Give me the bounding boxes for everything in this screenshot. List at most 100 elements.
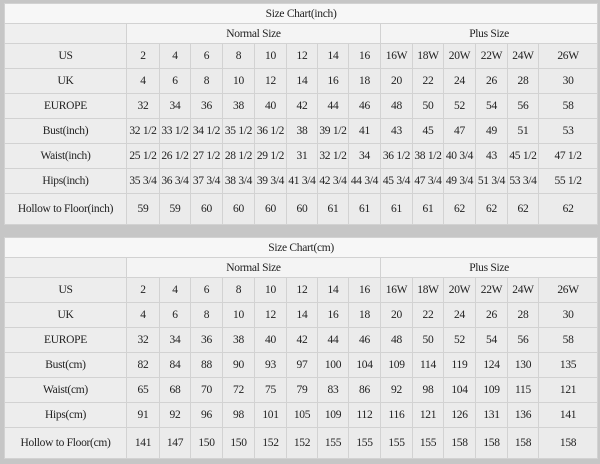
table-cell: 36 1/2: [254, 118, 287, 144]
table-cell: 28: [507, 302, 539, 328]
table-cell: 158: [443, 427, 476, 459]
title-row: Size Chart(inch): [3, 3, 599, 24]
table-cell: 62: [507, 193, 539, 225]
table-cell: 6: [159, 302, 191, 328]
table-cell: 33 1/2: [159, 118, 191, 144]
table-cell: 100: [317, 352, 349, 378]
table-cell: 38 1/2: [412, 143, 444, 169]
table-cell: 24: [443, 302, 476, 328]
table-cell: 14: [317, 43, 349, 69]
table-cell: 47 1/2: [537, 143, 599, 169]
table-cell: 2: [126, 43, 160, 69]
table-cell: 35 1/2: [222, 118, 255, 144]
title-row: Size Chart(cm): [3, 237, 599, 258]
table-cell: 34 1/2: [190, 118, 223, 144]
table-row: Bust(cm) 82 84 88 90 93 97 100 104 109 114 119 124 13…: [4, 352, 599, 378]
table-cell: 27 1/2: [190, 143, 223, 169]
table-cell: 61: [348, 193, 381, 225]
table-cell: 46: [348, 93, 381, 119]
table-cell: 90: [222, 352, 255, 378]
table-cell: 96: [190, 402, 223, 428]
group-plus-size: Plus Size: [379, 257, 599, 278]
row-label: Hips(inch): [4, 168, 127, 194]
table-cell: 38 3/4: [222, 168, 255, 194]
table-cell: 60: [190, 193, 223, 225]
table-row: Waist(cm) 65 68 70 72 75 79 83 86 92 98 104 109 115 12…: [4, 377, 599, 403]
table-cell: 29 1/2: [254, 143, 287, 169]
table-cell: 8: [222, 277, 255, 303]
table-cell: 20W: [443, 277, 476, 303]
size-chart-cm-table: Size Chart(cm) Normal Size Plus Size US 2 4 6 8…: [3, 237, 599, 459]
table-cell: 41 3/4: [286, 168, 318, 194]
table-cell: 98: [412, 377, 444, 403]
table-cell: 26: [475, 302, 508, 328]
table-cell: 51 3/4: [475, 168, 508, 194]
table-cell: 92: [159, 402, 191, 428]
table-cell: 20: [380, 68, 413, 94]
table-cell: 47: [443, 118, 476, 144]
table-cell: 20W: [443, 43, 476, 69]
table-cell: 72: [222, 377, 255, 403]
table-cell: 35 3/4: [126, 168, 160, 194]
table-cell: 59: [159, 193, 191, 225]
table-cell: 24: [443, 68, 476, 94]
table-cell: 12: [286, 277, 318, 303]
table-cell: 6: [190, 277, 223, 303]
table-cell: 36 1/2: [380, 143, 413, 169]
table-cell: 43: [380, 118, 413, 144]
table-cell: 60: [254, 193, 287, 225]
row-label: Hips(cm): [4, 402, 127, 428]
table-cell: 14: [286, 68, 318, 94]
table-cell: 158: [507, 427, 539, 459]
table-cell: 50: [412, 327, 444, 353]
table-cell: 47 3/4: [412, 168, 444, 194]
row-label: US: [4, 277, 127, 303]
table-cell: 16: [317, 302, 349, 328]
table-cell: 32 1/2: [317, 143, 349, 169]
row-label: Bust(inch): [4, 118, 127, 144]
table-cell: 39 1/2: [317, 118, 349, 144]
table-cell: 131: [475, 402, 508, 428]
table-cell: 65: [126, 377, 160, 403]
row-label: US: [4, 43, 127, 69]
table-cell: 22W: [475, 277, 508, 303]
table-cell: 135: [537, 352, 599, 378]
table-cell: 158: [537, 427, 599, 459]
table-cell: 121: [412, 402, 444, 428]
table-cell: 105: [286, 402, 318, 428]
table-cell: 124: [475, 352, 508, 378]
table-cell: 44 3/4: [348, 168, 381, 194]
group-row: Normal Size Plus Size: [4, 257, 599, 278]
table-cell: 141: [537, 402, 599, 428]
table-row: UK 4 6 8 10 12 14 16 18 20 22 24 26 28 30: [4, 302, 599, 328]
table-cell: 36: [190, 327, 223, 353]
table-cell: 30: [537, 68, 599, 94]
table-cell: 155: [412, 427, 444, 459]
table-cell: 52: [443, 93, 476, 119]
table-cell: 75: [254, 377, 287, 403]
table-cell: 4: [126, 302, 160, 328]
table-cell: 119: [443, 352, 476, 378]
table-row: EUROPE 32 34 36 38 40 42 44 46 48 50 52 54 56 58: [4, 327, 599, 353]
table-cell: 112: [348, 402, 381, 428]
table-cell: 10: [254, 43, 287, 69]
table-cell: 59: [126, 193, 160, 225]
table-cell: 60: [286, 193, 318, 225]
table-cell: 49 3/4: [443, 168, 476, 194]
table-cell: 54: [475, 327, 508, 353]
table-cell: 53 3/4: [507, 168, 539, 194]
table-row: Hollow to Floor(inch) 59 59 60 60 60 60 61 61 61 6…: [4, 193, 599, 225]
table-cell: 43: [475, 143, 508, 169]
group-plus-size: Plus Size: [379, 23, 599, 44]
table-cell: 82: [126, 352, 160, 378]
table-cell: 141: [126, 427, 160, 459]
table-cell: 22W: [475, 43, 508, 69]
table-row: EUROPE 32 34 36 38 40 42 44 46 48 50 52 54 56 58: [4, 93, 599, 119]
table-cell: 12: [254, 68, 287, 94]
table-cell: 18W: [412, 43, 444, 69]
table-row: UK 4 6 8 10 12 14 16 18 20 22 24 26 28 30: [4, 68, 599, 94]
size-chart-inch-table: Size Chart(inch) Normal Size Plus Size US 2 4…: [3, 3, 599, 225]
table-cell: 6: [159, 68, 191, 94]
table-cell: 40: [254, 327, 287, 353]
table-cell: 32 1/2: [126, 118, 160, 144]
